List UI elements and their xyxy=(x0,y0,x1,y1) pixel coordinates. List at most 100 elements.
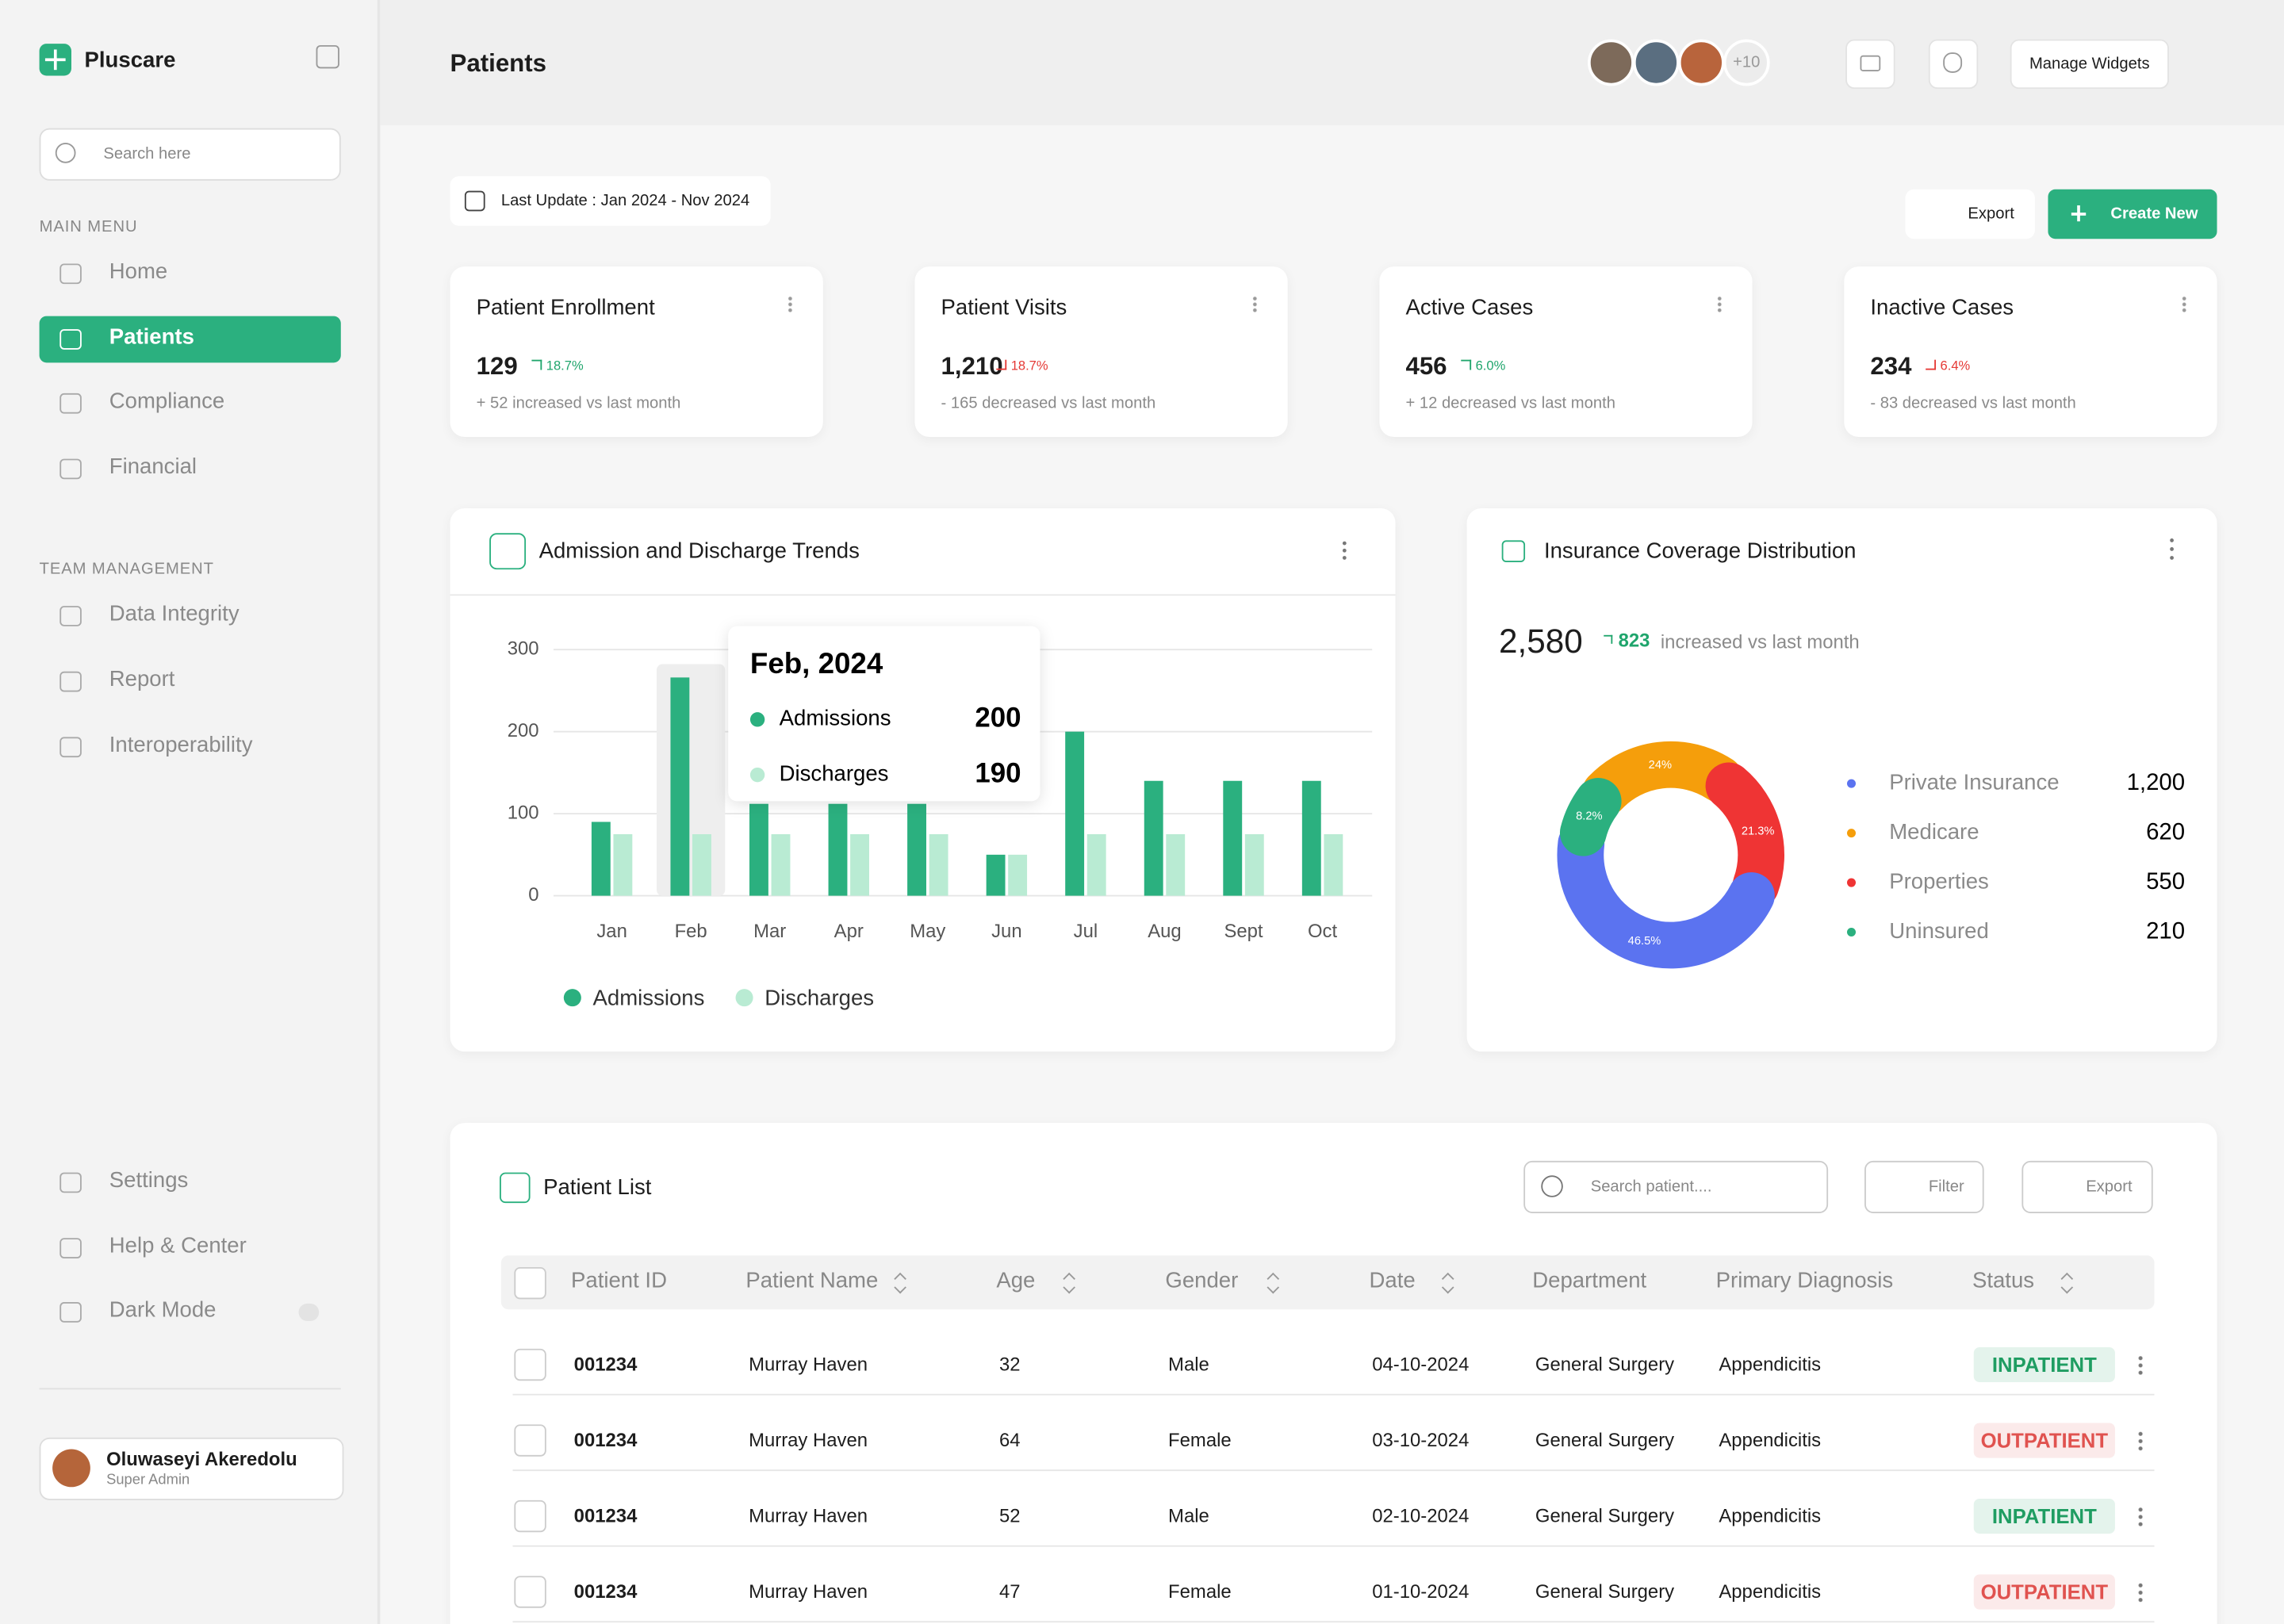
stat-value: 1,210 xyxy=(941,352,1003,381)
icon xyxy=(1501,540,1526,562)
menu-item[interactable]: Report xyxy=(109,667,175,692)
cell: Murray Haven xyxy=(749,1580,868,1603)
export-button[interactable]: Export xyxy=(1905,189,2035,239)
page-title: Patients xyxy=(450,49,547,78)
menu-item[interactable]: Home xyxy=(109,259,168,285)
icon xyxy=(59,1302,82,1323)
checkbox[interactable] xyxy=(514,1500,546,1533)
cell: 001234 xyxy=(573,1504,638,1526)
menu-item[interactable]: Patients xyxy=(109,324,194,350)
checkbox[interactable] xyxy=(514,1424,546,1457)
search-box[interactable] xyxy=(39,128,341,181)
row-menu[interactable] xyxy=(2138,1354,2143,1375)
column-header[interactable]: Age xyxy=(996,1268,1036,1294)
checkbox[interactable] xyxy=(514,1266,546,1300)
mail-button[interactable] xyxy=(1845,39,1895,90)
stat-change: 18.7% xyxy=(1010,358,1048,373)
table-header xyxy=(500,1255,2155,1310)
menu-active xyxy=(39,316,341,363)
column-header[interactable]: Gender xyxy=(1165,1268,1239,1294)
row-divider xyxy=(512,1393,2155,1396)
stat-title: Inactive Cases xyxy=(1870,295,2014,321)
trend-arrow xyxy=(1926,359,1937,370)
column-header[interactable]: Patient Name xyxy=(745,1268,879,1294)
plus-icon xyxy=(2077,205,2079,222)
column-header[interactable]: Date xyxy=(1369,1268,1416,1294)
stat-menu[interactable] xyxy=(2182,295,2186,313)
icon xyxy=(59,393,82,414)
icon xyxy=(59,458,82,480)
cell: Murray Haven xyxy=(749,1504,868,1526)
menu-item[interactable]: Compliance xyxy=(109,389,225,414)
stat-value: 234 xyxy=(1870,352,1912,381)
menu-item[interactable]: Help & Center xyxy=(109,1233,247,1258)
stat-title: Patient Enrollment xyxy=(476,295,655,321)
icon xyxy=(55,143,76,163)
chart-card xyxy=(1466,508,2217,1052)
menu-item[interactable]: Financial xyxy=(109,454,197,480)
row-menu[interactable] xyxy=(2138,1430,2143,1451)
sidebar xyxy=(0,0,381,1624)
stat-value: 456 xyxy=(1405,352,1447,381)
donut-total: 2,580 xyxy=(1499,622,1583,661)
column-header[interactable]: Primary Diagnosis xyxy=(1715,1268,1894,1294)
icon xyxy=(489,533,527,570)
column-header[interactable]: Patient ID xyxy=(571,1268,667,1294)
stat-menu[interactable] xyxy=(1252,295,1258,313)
cell: 03-10-2024 xyxy=(1372,1428,1470,1451)
row-menu[interactable] xyxy=(2138,1506,2143,1526)
cell: 001234 xyxy=(573,1353,638,1375)
cell: 32 xyxy=(999,1353,1021,1375)
icon xyxy=(59,1172,82,1193)
icon xyxy=(1860,55,1881,72)
bell-button[interactable] xyxy=(1928,39,1979,90)
cell: 52 xyxy=(999,1504,1021,1526)
icon xyxy=(59,263,82,285)
trend-arrow xyxy=(1604,634,1613,644)
section-title: TEAM MANAGEMENT xyxy=(39,561,214,579)
trend-arrow xyxy=(996,359,1007,370)
cell: Murray Haven xyxy=(749,1428,868,1451)
search-placeholder: Search here xyxy=(103,145,191,163)
icon xyxy=(59,671,82,692)
cell: 04-10-2024 xyxy=(1372,1353,1470,1375)
table-search[interactable]: Search patient.... xyxy=(1523,1160,1829,1214)
cell: Murray Haven xyxy=(749,1353,868,1375)
stat-card xyxy=(914,266,1288,438)
export-button[interactable]: Export xyxy=(2021,1160,2153,1214)
cell: 64 xyxy=(999,1428,1021,1451)
menu-item[interactable]: Interoperability xyxy=(109,732,253,758)
checkbox[interactable] xyxy=(514,1576,546,1608)
menu-item[interactable]: Settings xyxy=(109,1168,189,1193)
avatar xyxy=(1677,39,1725,86)
row-menu[interactable] xyxy=(2138,1581,2143,1603)
menu-item[interactable]: Dark Mode xyxy=(109,1297,217,1323)
status-badge: OUTPATIENT xyxy=(1973,1423,2115,1458)
stat-menu[interactable] xyxy=(788,295,793,313)
row-divider xyxy=(512,1545,2155,1547)
icon xyxy=(59,329,82,350)
stat-value: 129 xyxy=(476,352,518,381)
avatar-more: +10 xyxy=(1723,39,1770,86)
column-header[interactable]: Department xyxy=(1532,1268,1647,1294)
manage-widgets[interactable]: Manage Widgets xyxy=(2010,39,2169,90)
stat-change: 18.7% xyxy=(546,358,584,373)
menu-item[interactable]: Data Integrity xyxy=(109,601,240,626)
column-header[interactable]: Status xyxy=(1972,1268,2035,1294)
icon xyxy=(316,44,339,69)
icon xyxy=(59,606,82,626)
avatar xyxy=(1632,39,1680,86)
table-title: Patient List xyxy=(543,1175,652,1201)
checkbox[interactable] xyxy=(514,1348,546,1381)
cell: Male xyxy=(1168,1353,1209,1375)
icon xyxy=(464,190,485,212)
chart-title: Admission and Discharge Trends xyxy=(538,538,860,564)
chart-header-line xyxy=(450,594,1396,596)
cell: Appendicitis xyxy=(1719,1580,1822,1603)
filter-button[interactable]: Filter xyxy=(1864,1160,1984,1214)
stat-card xyxy=(450,266,823,438)
stat-menu[interactable] xyxy=(1717,295,1723,313)
toggle[interactable] xyxy=(298,1303,320,1321)
cell: Male xyxy=(1168,1504,1209,1526)
